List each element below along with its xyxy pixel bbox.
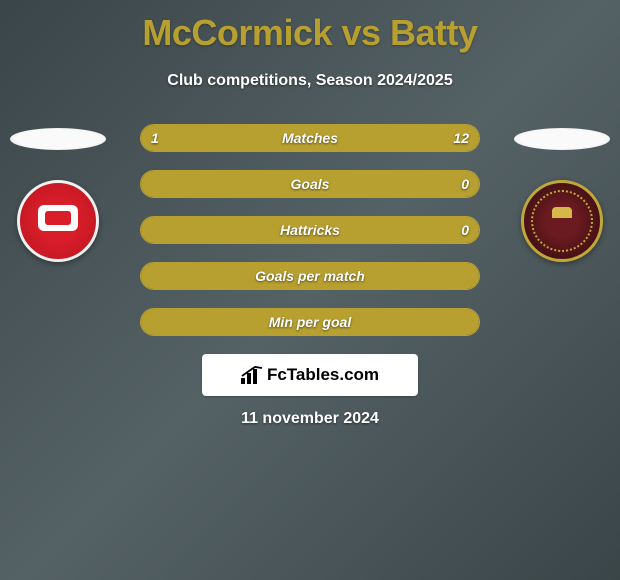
subtitle: Club competitions, Season 2024/2025: [0, 72, 620, 90]
stat-bar: Goals per match: [140, 262, 480, 290]
date-label: 11 november 2024: [0, 410, 620, 428]
stat-bar: 112Matches: [140, 124, 480, 152]
site-logo-text: FcTables.com: [267, 365, 379, 385]
right-team-crest-icon: [521, 180, 603, 262]
bar-label: Min per goal: [141, 309, 479, 335]
stat-bar: 0Goals: [140, 170, 480, 198]
left-team-column: [10, 128, 106, 262]
left-player-avatar: [10, 128, 106, 150]
bar-label: Goals per match: [141, 263, 479, 289]
stat-bars-container: 112Matches 0Goals 0Hattricks Goals per matc…: [140, 124, 480, 354]
site-logo[interactable]: FcTables.com: [202, 354, 418, 396]
chart-icon: [241, 366, 263, 384]
bar-label: Hattricks: [141, 217, 479, 243]
right-player-avatar: [514, 128, 610, 150]
bar-label: Matches: [141, 125, 479, 151]
stat-bar: 0Hattricks: [140, 216, 480, 244]
page-title: McCormick vs Batty: [0, 0, 620, 54]
right-team-column: [514, 128, 610, 262]
bar-label: Goals: [141, 171, 479, 197]
left-team-crest-icon: [17, 180, 99, 262]
stat-bar: Min per goal: [140, 308, 480, 336]
